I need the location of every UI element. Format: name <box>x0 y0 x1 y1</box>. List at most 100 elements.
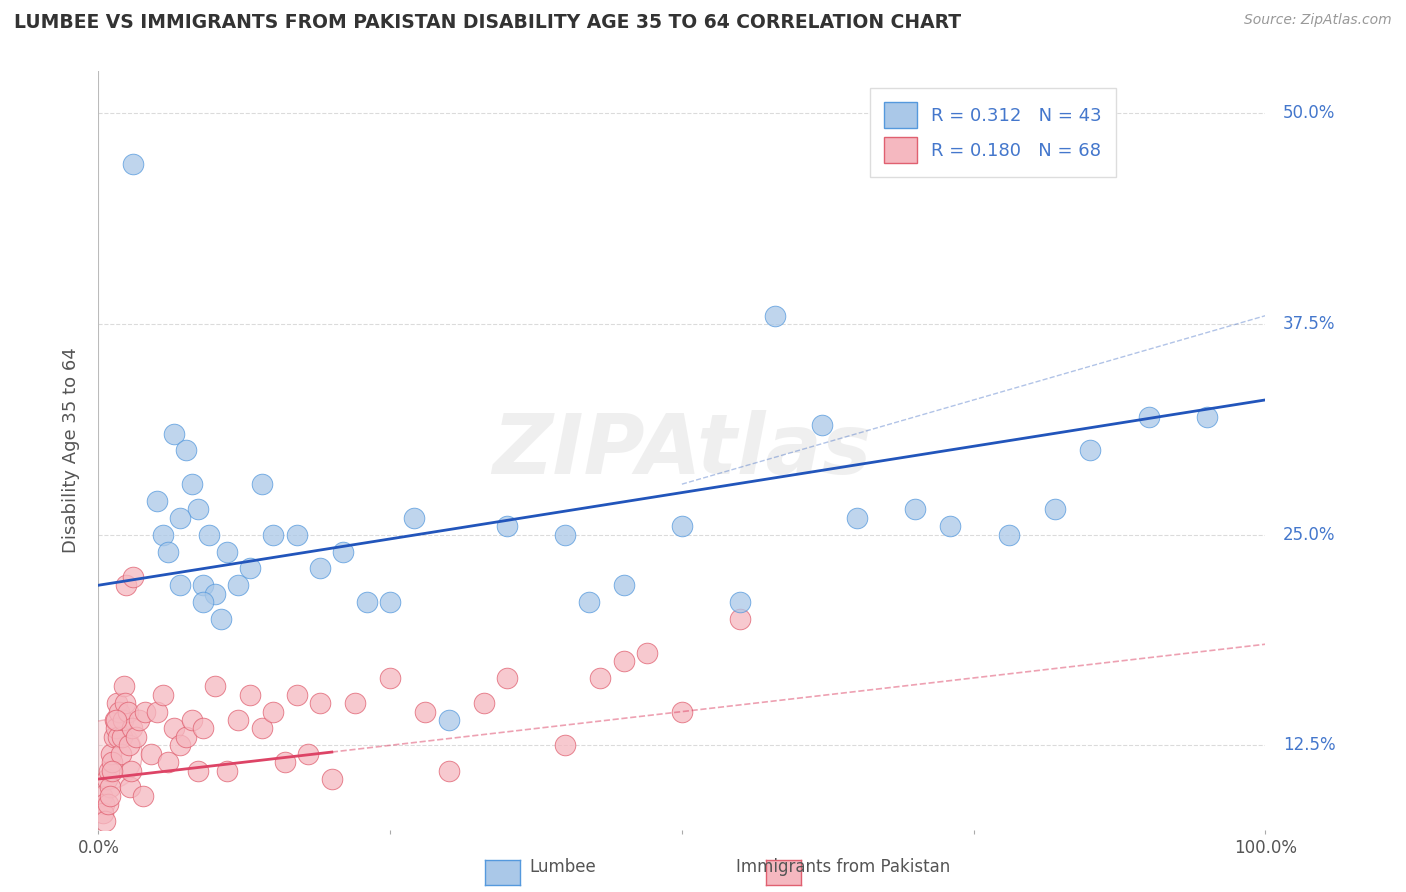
Text: ZIPAtlas: ZIPAtlas <box>492 410 872 491</box>
Point <box>554 739 576 753</box>
Point <box>121 722 143 736</box>
Point <box>152 527 174 541</box>
Point <box>228 578 250 592</box>
Point <box>174 443 197 458</box>
Point <box>146 494 169 508</box>
Point <box>111 730 134 744</box>
Point <box>578 595 600 609</box>
Point <box>997 527 1019 541</box>
Point <box>180 477 202 491</box>
Point <box>811 418 834 433</box>
Point <box>125 730 148 744</box>
Point <box>128 713 150 727</box>
Point <box>215 544 238 558</box>
Point <box>104 713 127 727</box>
Point <box>101 764 124 778</box>
Point <box>671 519 693 533</box>
Point <box>198 527 221 541</box>
Point <box>554 527 576 541</box>
Point <box>763 309 786 323</box>
Point <box>239 561 262 575</box>
Text: LUMBEE VS IMMIGRANTS FROM PAKISTAN DISABILITY AGE 35 TO 64 CORRELATION CHART: LUMBEE VS IMMIGRANTS FROM PAKISTAN DISAB… <box>14 13 962 32</box>
Point <box>297 747 319 761</box>
Point <box>939 519 962 533</box>
Point <box>112 679 135 693</box>
Point <box>846 511 869 525</box>
Point <box>107 730 129 744</box>
Point <box>174 730 197 744</box>
Text: Lumbee: Lumbee <box>529 858 596 876</box>
Point <box>90 789 112 803</box>
Point <box>91 805 114 820</box>
Point <box>730 612 752 626</box>
Point <box>163 426 186 441</box>
Point <box>285 688 308 702</box>
Legend: R = 0.312   N = 43, R = 0.180   N = 68: R = 0.312 N = 43, R = 0.180 N = 68 <box>870 88 1116 177</box>
Point <box>114 696 136 710</box>
Point <box>402 511 425 525</box>
Point <box>139 747 162 761</box>
Point <box>187 764 209 778</box>
Point <box>93 797 115 812</box>
Point <box>120 764 142 778</box>
Point <box>117 705 139 719</box>
Point <box>146 705 169 719</box>
Point <box>1137 409 1160 424</box>
Point <box>250 477 273 491</box>
Point <box>332 544 354 558</box>
Point <box>104 722 127 736</box>
Point <box>380 595 402 609</box>
Point <box>122 570 145 584</box>
Point <box>285 527 308 541</box>
Point <box>612 578 634 592</box>
Point <box>1080 443 1102 458</box>
Point <box>96 772 118 786</box>
Point <box>589 671 612 685</box>
Point <box>103 730 125 744</box>
Point <box>228 713 250 727</box>
Point <box>169 739 191 753</box>
Point <box>110 747 132 761</box>
Point <box>157 755 180 769</box>
Point <box>193 722 215 736</box>
Point <box>309 696 332 710</box>
Point <box>380 671 402 685</box>
Point <box>94 814 117 829</box>
Point <box>496 671 519 685</box>
Point <box>262 527 284 541</box>
Point <box>132 789 155 803</box>
Point <box>274 755 297 769</box>
Point <box>437 764 460 778</box>
Point <box>169 578 191 592</box>
Text: Immigrants from Pakistan: Immigrants from Pakistan <box>737 858 950 876</box>
Point <box>204 587 226 601</box>
Text: Source: ZipAtlas.com: Source: ZipAtlas.com <box>1244 13 1392 28</box>
Text: 12.5%: 12.5% <box>1282 736 1336 755</box>
Point <box>344 696 367 710</box>
Point <box>101 755 124 769</box>
Point <box>97 797 120 812</box>
Point <box>215 764 238 778</box>
Point <box>100 747 122 761</box>
Point <box>180 713 202 727</box>
Point <box>115 578 138 592</box>
Point <box>122 157 145 171</box>
Point <box>730 595 752 609</box>
Point <box>169 511 191 525</box>
Point <box>472 696 495 710</box>
Point <box>437 713 460 727</box>
Point <box>904 502 927 516</box>
Point <box>111 713 134 727</box>
Point <box>152 688 174 702</box>
Point <box>413 705 436 719</box>
Point <box>157 544 180 558</box>
Point <box>105 696 128 710</box>
Point <box>239 688 262 702</box>
Point <box>98 780 121 795</box>
Point <box>612 654 634 668</box>
Point <box>636 646 658 660</box>
Point <box>356 595 378 609</box>
Text: 25.0%: 25.0% <box>1282 525 1336 544</box>
Point <box>104 713 127 727</box>
Point <box>1045 502 1067 516</box>
